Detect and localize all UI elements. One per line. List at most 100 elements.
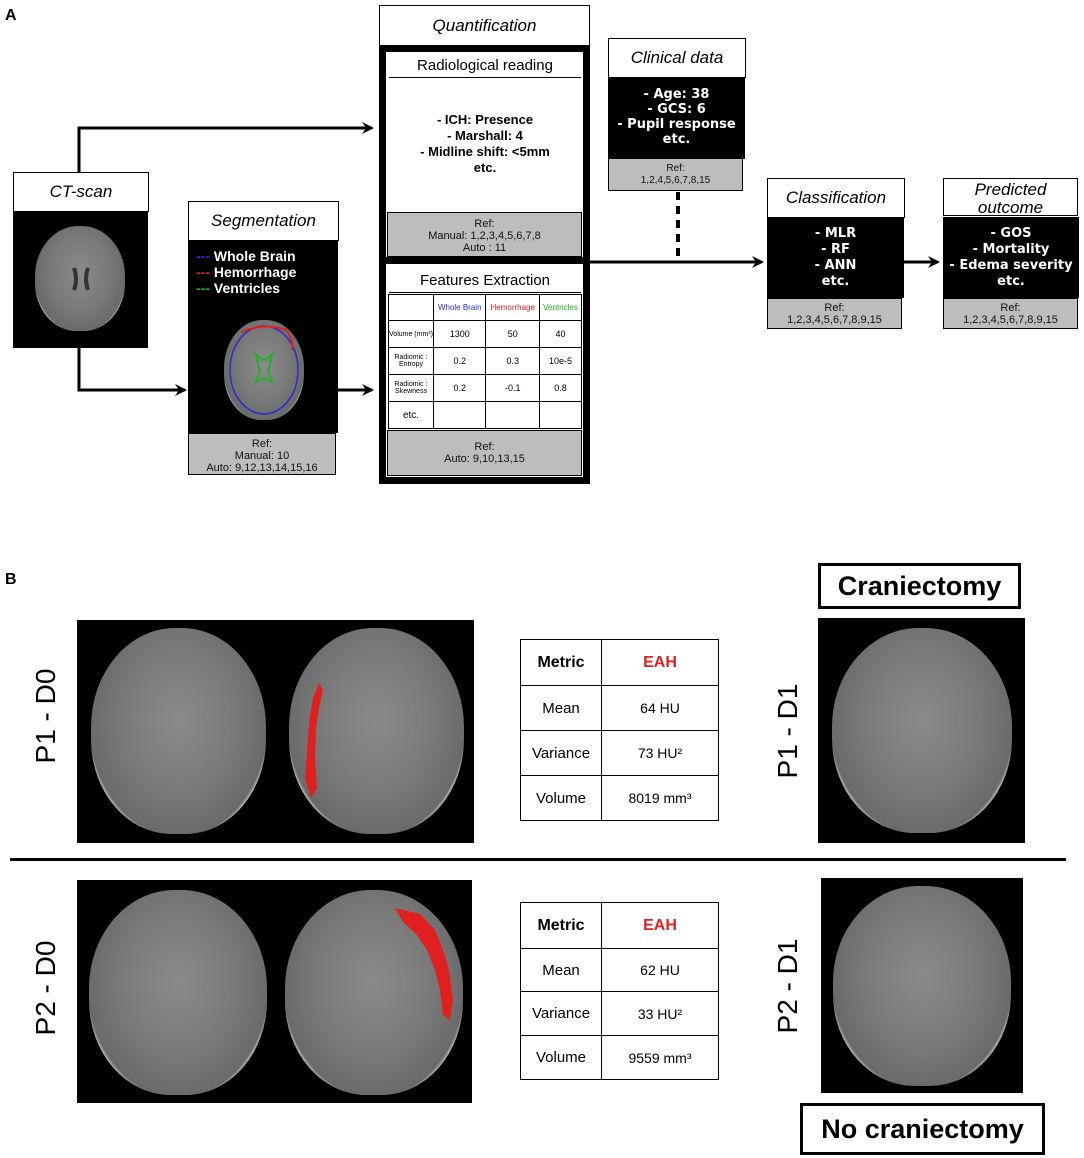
feature-cell: 0.8	[538, 374, 583, 402]
p1-d1-brain	[832, 628, 1012, 833]
p2-metric-table: Metric EAH Mean 62 HU Variance 33 HU² Vo…	[520, 902, 719, 1080]
features-corner-cell	[388, 294, 434, 321]
feature-row-label: etc.	[388, 401, 434, 429]
metric-cell: Variance	[520, 730, 602, 776]
feature-cell	[485, 401, 540, 429]
classification-ref: Ref: 1,2,3,4,5,6,7,8,9,15	[767, 298, 902, 329]
legend-ventricles: --- Ventricles	[196, 280, 281, 296]
p2-d1-scan	[821, 878, 1023, 1093]
features-row-entropy: Radiomic : Entropy 0.2 0.3 10e-5	[388, 347, 583, 375]
panel-b-letter: B	[5, 571, 17, 588]
feature-cell: 0.2	[432, 374, 487, 402]
metric-cell: Variance	[520, 991, 602, 1036]
p2-d1-label: P2 - D1	[772, 938, 803, 1034]
features-table: Whole Brain Hemorrhage Ventricles Volume…	[388, 294, 583, 429]
segmentation-legend: --- Whole Brain --- Hemorrhage --- Ventr…	[196, 248, 296, 296]
ventricles-shape	[72, 267, 90, 291]
panel-a-connectors	[77, 122, 940, 396]
radiological-reading-content: - ICH: Presence - Marshall: 4 - Midline …	[420, 112, 550, 175]
features-extraction-title: Features Extraction	[389, 270, 581, 293]
row-separator	[10, 858, 1066, 861]
p2-d0-scan-pair	[77, 880, 472, 1103]
p2-d1-brain	[833, 886, 1011, 1086]
feature-cell: 10e-5	[538, 347, 583, 375]
p1-d0-brain-segmented	[289, 628, 464, 834]
segmentation-title: Segmentation	[188, 201, 339, 241]
p1-d0-brain	[91, 628, 266, 834]
feature-cell: 50	[485, 320, 540, 348]
metric-header-cell: Metric	[520, 639, 602, 686]
classification-title: Classification	[767, 178, 905, 218]
legend-hemorrhage: --- Hemorrhage	[196, 264, 297, 280]
p1-hemorrhage-overlay	[305, 683, 323, 798]
p2-metric-row-variance: Variance 33 HU²	[520, 991, 719, 1036]
p2-d0-label: P2 - D0	[30, 940, 61, 1036]
value-cell: 62 HU	[601, 948, 719, 992]
predicted-outcome-ref: Ref: 1,2,3,4,5,6,7,8,9,15	[943, 298, 1078, 329]
value-cell: 64 HU	[601, 685, 719, 731]
eah-header-cell: EAH	[601, 902, 719, 949]
panel-a-letter: A	[5, 7, 17, 24]
segmentation-image: --- Whole Brain --- Hemorrhage --- Ventr…	[188, 240, 338, 433]
metric-cell: Volume	[520, 1035, 602, 1080]
radiological-ref: Ref: Manual: 1,2,3,4,5,6,7,8 Auto : 11	[387, 212, 582, 257]
value-cell: 8019 mm³	[601, 775, 719, 821]
clinical-data-title: Clinical data	[608, 38, 746, 78]
clinical-data-content: - Age: 38 - GCS: 6 - Pupil response etc.	[608, 77, 745, 159]
feature-cell: -0.1	[485, 374, 540, 402]
p2-d0-brain	[89, 890, 267, 1095]
clinical-data-ref: Ref: 1,2,4,5,6,7,8,15	[608, 158, 743, 191]
feature-cell: 40	[538, 320, 583, 348]
features-col-whole-brain: Whole Brain	[432, 294, 487, 321]
segmentation-ref: Ref: Manual: 10 Auto: 9,12,13,14,15,16	[188, 433, 336, 475]
features-row-skewness: Radiomic : Skewness 0.2 -0.1 0.8	[388, 374, 583, 402]
p1-metric-table: Metric EAH Mean 64 HU Variance 73 HU² Vo…	[520, 639, 719, 821]
features-row-volume: Volume (mm³) 1300 50 40	[388, 320, 583, 348]
features-col-hemorrhage: Hemorrhage	[485, 294, 540, 321]
features-header-row: Whole Brain Hemorrhage Ventricles	[388, 294, 583, 321]
feature-cell: 0.2	[432, 347, 487, 375]
segmentation-contours	[229, 325, 299, 415]
p2-hemorrhage-overlay	[395, 908, 453, 1020]
feature-cell: 0.3	[485, 347, 540, 375]
quantification-divider	[386, 257, 583, 264]
feature-row-label: Radiomic : Skewness	[388, 374, 434, 402]
p1-metric-row-mean: Mean 64 HU	[520, 685, 719, 731]
value-cell: 73 HU²	[601, 730, 719, 776]
feature-cell	[432, 401, 487, 429]
metric-cell: Mean	[520, 685, 602, 731]
p1-metric-header: Metric EAH	[520, 639, 719, 686]
predicted-outcome-content: - GOS - Mortality - Edema severity etc.	[943, 217, 1079, 298]
p1-metric-row-variance: Variance 73 HU²	[520, 730, 719, 776]
feature-row-label: Volume (mm³)	[388, 320, 434, 348]
p1-d1-label: P1 - D1	[772, 683, 803, 779]
radiological-reading-title: Radiological reading	[389, 55, 581, 78]
features-ref: Ref: Auto: 9,10,13,15	[387, 430, 582, 476]
p2-metric-row-mean: Mean 62 HU	[520, 948, 719, 992]
feature-row-label: Radiomic : Entropy	[388, 347, 434, 375]
no-craniectomy-label: No craniectomy	[800, 1103, 1045, 1155]
legend-whole-brain: --- Whole Brain	[196, 248, 296, 264]
p1-metric-row-volume: Volume 8019 mm³	[520, 775, 719, 821]
classification-content: - MLR - RF - ANN etc.	[767, 217, 904, 298]
p1-d0-label: P1 - D0	[30, 668, 61, 764]
quantification-title: Quantification	[379, 5, 590, 47]
predicted-outcome-title: Predicted outcome	[943, 178, 1078, 217]
p2-d0-brain-segmented	[285, 890, 463, 1095]
p2-metric-row-volume: Volume 9559 mm³	[520, 1035, 719, 1080]
ct-brain-slice	[35, 226, 125, 331]
metric-cell: Volume	[520, 775, 602, 821]
craniectomy-label: Craniectomy	[818, 563, 1021, 609]
p1-d1-scan	[818, 618, 1025, 843]
metric-header-cell: Metric	[520, 902, 602, 949]
ct-scan-title: CT-scan	[13, 172, 149, 212]
feature-cell	[538, 401, 583, 429]
features-col-ventricles: Ventricles	[538, 294, 583, 321]
features-row-etc: etc.	[388, 401, 583, 429]
p1-d0-scan-pair	[77, 620, 474, 843]
feature-cell: 1300	[432, 320, 487, 348]
value-cell: 9559 mm³	[601, 1035, 719, 1080]
value-cell: 33 HU²	[601, 991, 719, 1036]
p2-metric-header: Metric EAH	[520, 902, 719, 949]
ct-scan-image	[13, 211, 148, 348]
